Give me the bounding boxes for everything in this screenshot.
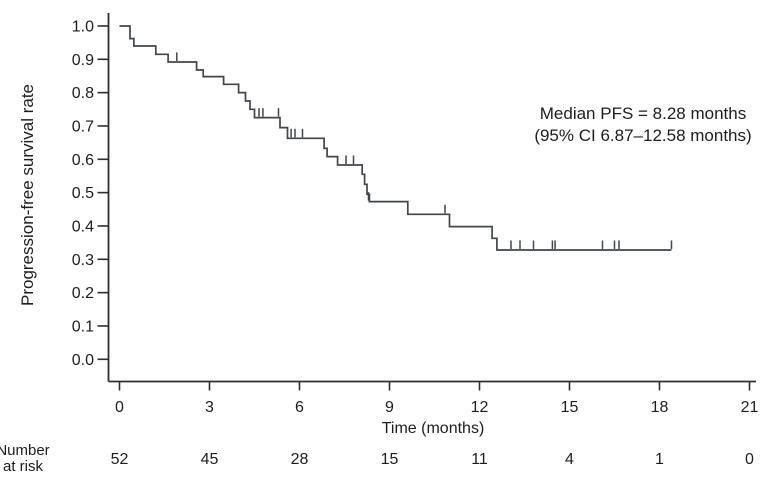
km-survival-curve: [119, 25, 672, 251]
y-tick-label: 0.9: [72, 52, 94, 69]
risk-value: 15: [381, 451, 399, 468]
y-tick-label: 0.4: [72, 218, 94, 235]
y-tick-label: 0.8: [72, 85, 94, 102]
y-tick-label: 0.5: [72, 185, 94, 202]
x-tick-label: 9: [385, 399, 394, 416]
risk-value: 52: [111, 451, 129, 468]
x-tick-label: 6: [295, 399, 304, 416]
risk-value: 1: [655, 451, 664, 468]
x-tick-label: 15: [561, 399, 579, 416]
x-tick-label: 21: [741, 399, 759, 416]
y-tick-label: 1.0: [72, 18, 94, 35]
risk-value: 11: [471, 451, 488, 468]
y-tick-label: 0.3: [72, 252, 94, 269]
risk-table-label-line1: Number: [0, 442, 50, 459]
risk-value: 28: [291, 451, 309, 468]
y-tick-label: 0.7: [72, 118, 94, 135]
y-tick-label: 0.0: [72, 352, 94, 369]
y-axis-title: Progression-free survival rate: [18, 84, 37, 306]
x-tick-label: 18: [651, 399, 669, 416]
median-pfs-annotation-line2: (95% CI 6.87–12.58 months): [534, 126, 751, 145]
x-tick-label: 3: [205, 399, 214, 416]
x-tick-label: 12: [471, 399, 489, 416]
y-tick-label: 0.1: [72, 318, 94, 335]
risk-value: 4: [565, 451, 574, 468]
y-tick-label: 0.2: [72, 285, 94, 302]
risk-table-label-line2: at risk: [3, 458, 44, 475]
risk-value: 45: [201, 451, 219, 468]
x-tick-label: 0: [115, 399, 124, 416]
x-axis-title: Time (months): [382, 420, 485, 437]
median-pfs-annotation-line1: Median PFS = 8.28 months: [540, 104, 746, 123]
y-tick-label: 0.6: [72, 152, 94, 169]
risk-value: 0: [745, 451, 754, 468]
